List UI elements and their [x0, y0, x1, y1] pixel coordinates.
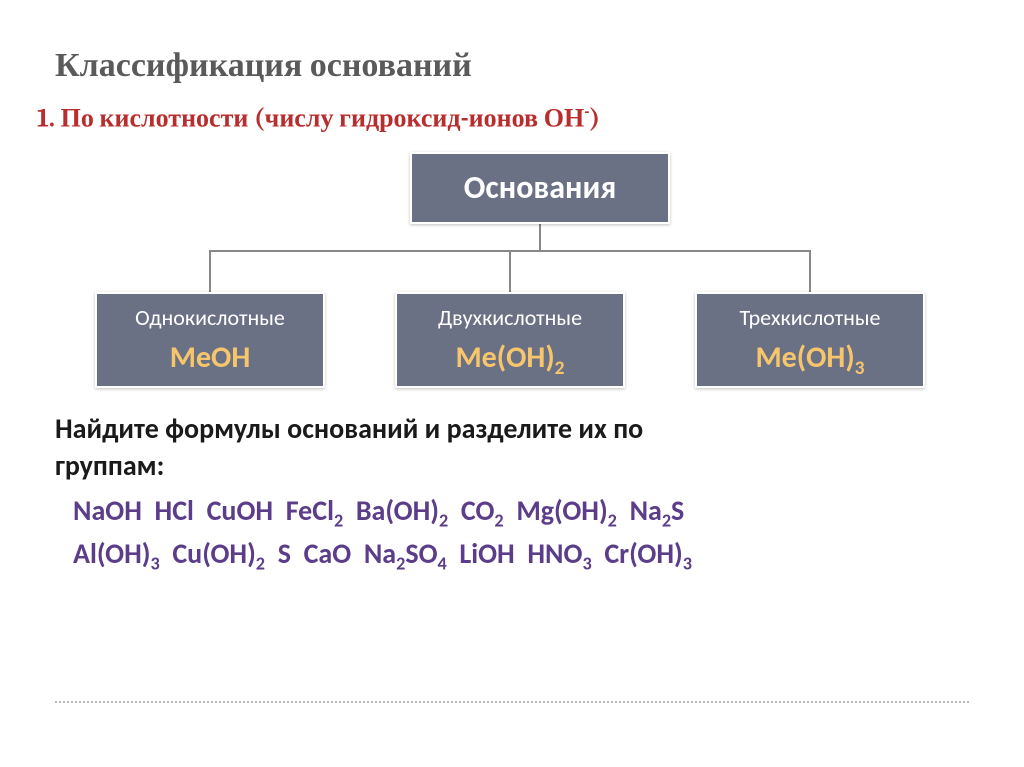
formula-base: МеОН [170, 339, 251, 376]
child-formula: Ме(ОН)3 [697, 339, 923, 380]
tree-child-node-3: Трехкислотные Ме(ОН)3 [695, 292, 925, 388]
child-label: Трехкислотные [697, 304, 923, 331]
child-label: Однокислотные [97, 304, 323, 331]
formula-base: Ме(ОН) [755, 339, 854, 376]
formula-base: Ме(ОН) [455, 339, 554, 376]
task-text: Найдите формулы оснований и разделите их… [55, 410, 969, 486]
root-label: Основания [464, 168, 617, 207]
child-label: Двухкислотные [397, 304, 623, 331]
tree-root-node: Основания [410, 152, 670, 224]
tree-connector [809, 250, 811, 292]
task-line1: Найдите формулы оснований и разделите их… [55, 411, 643, 446]
subtitle-suffix: ) [589, 104, 600, 134]
formula-line-1: NaOH HCl CuOH FeCl2 Ba(OH)2 CO2 Mg(OH)2 … [73, 491, 969, 534]
task-line2: группам: [55, 448, 164, 483]
tree-child-node-1: Однокислотные МеОН [95, 292, 325, 388]
tree-connector [209, 250, 211, 292]
tree-child-node-2: Двухкислотные Ме(ОН)2 [395, 292, 625, 388]
footer-divider [55, 701, 969, 703]
slide-title: Классификация оснований [55, 45, 969, 85]
slide: Классификация оснований 1. По кислотност… [0, 0, 1024, 607]
tree-connector [539, 224, 541, 250]
formula-line-2: Al(OH)3 Cu(OH)2 S CaO Na2SO4 LiOH HNO3 C… [73, 534, 969, 577]
formula-sub: 3 [855, 356, 865, 380]
tree-connector [509, 250, 511, 292]
slide-subtitle: 1. По кислотности (числу гидроксид-ионов… [37, 103, 969, 134]
subtitle-prefix: 1. По кислотности (числу гидроксид-ионов… [37, 104, 584, 134]
formula-list: NaOH HCl CuOH FeCl2 Ba(OH)2 CO2 Mg(OH)2 … [55, 491, 969, 577]
child-formula: Ме(ОН)2 [397, 339, 623, 380]
child-formula: МеОН [97, 339, 323, 380]
formula-sub: 2 [555, 356, 565, 380]
classification-tree: Основания Однокислотные МеОН Двухкислотн… [55, 152, 969, 402]
